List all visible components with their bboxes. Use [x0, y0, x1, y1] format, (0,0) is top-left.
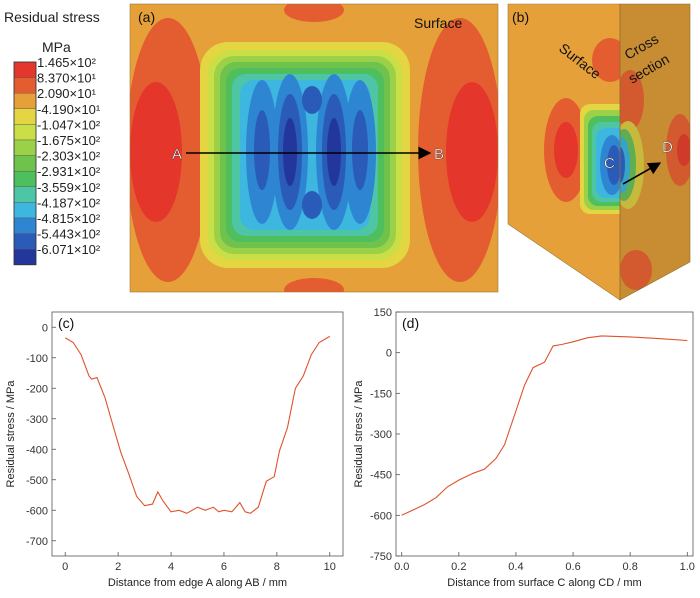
- x-tick-label: 0.6: [565, 561, 580, 573]
- series-line: [401, 335, 688, 516]
- map-a-core-5: [302, 86, 322, 114]
- x-tick-label: 0: [62, 561, 68, 573]
- legend-label: -6.071×10²: [37, 242, 101, 257]
- legend-label: 8.370×10¹: [37, 71, 97, 86]
- y-tick-label: 150: [374, 307, 392, 319]
- y-tick-label: -150: [370, 388, 392, 400]
- x-tick-label: 0.0: [394, 561, 409, 573]
- map-b-lobe-top: [592, 38, 620, 82]
- x-tick-label: 1.0: [680, 561, 695, 573]
- point-d-label: D: [662, 139, 673, 156]
- y-tick-label: 0: [42, 322, 48, 334]
- y-tick-label: -300: [370, 429, 392, 441]
- legend-label: -5.443×10²: [37, 227, 101, 242]
- map-a-lobe-right-inner: [446, 82, 498, 222]
- y-tick-label: -300: [26, 414, 48, 426]
- legend-label: 1.465×10²: [37, 55, 97, 70]
- legend-swatch: [13, 217, 37, 234]
- legend-label: -1.047×10²: [37, 117, 101, 132]
- legend-label: -2.931×10²: [37, 164, 101, 179]
- legend-swatch: [13, 61, 37, 78]
- x-tick-label: 0.8: [623, 561, 638, 573]
- legend-swatch: [13, 170, 37, 187]
- y-tick-label: -450: [370, 470, 392, 482]
- legend-unit: MPa: [42, 39, 71, 55]
- x-tick-label: 0.2: [451, 561, 466, 573]
- y-tick-label: -500: [26, 475, 48, 487]
- point-b-label: B: [434, 146, 444, 163]
- map-a-peak-1: [283, 118, 297, 186]
- x-axis-label: Distance from surface C along CD / mm: [447, 577, 641, 589]
- map-a-peak-2: [327, 118, 341, 186]
- y-tick-label: -400: [26, 444, 48, 456]
- legend-label: -3.559×10²: [37, 180, 101, 195]
- legend-label: -4.187×10²: [37, 195, 101, 210]
- legend: Residual stress MPa 1.465×10²8.370×10¹2.…: [4, 9, 101, 266]
- y-tick-label: -750: [370, 551, 392, 563]
- x-tick-label: 4: [168, 561, 174, 573]
- map-a-core-3: [254, 110, 270, 190]
- legend-swatch: [13, 186, 37, 203]
- point-a-label: A: [172, 146, 182, 163]
- y-axis-label: Residual stress / MPa: [5, 380, 17, 488]
- panel-label-b: (b): [512, 9, 529, 25]
- series-line: [64, 335, 331, 514]
- x-tick-label: 0.4: [508, 561, 523, 573]
- chart-c: 0 2 4 6 8 10 0 -100 -200 -300 -400 -500 -600 -700 (c) D…: [5, 311, 344, 589]
- y-axis-label: Residual stress / MPa: [353, 380, 365, 488]
- y-tick-label: -600: [370, 510, 392, 522]
- x-tick-label: 10: [324, 561, 336, 573]
- legend-label: -4.190×10¹: [37, 102, 101, 117]
- map-a-surface-label: Surface: [414, 15, 462, 31]
- map-b-lobe-left-inner: [554, 122, 578, 178]
- panel-label-a: (a): [138, 9, 155, 25]
- legend-swatch: [13, 124, 37, 141]
- arrow-c-to-d: [622, 162, 662, 185]
- x-axis-label: Distance from edge A along AB / mm: [108, 577, 287, 589]
- legend-swatch: [13, 139, 37, 156]
- legend-title: Residual stress: [4, 9, 100, 25]
- legend-swatch: [13, 92, 37, 109]
- map-a-core-6: [302, 191, 322, 219]
- contour-map-a: (a) Surface A B: [129, 3, 499, 293]
- legend-swatch: [13, 155, 37, 172]
- point-c-label: C: [604, 155, 615, 172]
- map-a-lobe-bottom: [284, 278, 344, 292]
- chart-d: 0.0 0.2 0.4 0.6 0.8 1.0 150 0 -150 -300 -450 -600 -7…: [353, 307, 695, 589]
- map-a-lobe-top: [284, 4, 344, 22]
- legend-label: -2.303×10²: [37, 149, 101, 164]
- legend-label: -4.815×10²: [37, 211, 101, 226]
- map-a-lobe-left-inner: [130, 82, 182, 222]
- panel-label: (d): [402, 315, 419, 331]
- panel-label: (c): [58, 315, 74, 331]
- y-tick-label: 0: [386, 348, 392, 360]
- plot-frame: [51, 311, 344, 557]
- y-tick-label: -200: [26, 383, 48, 395]
- x-tick-label: 8: [274, 561, 280, 573]
- y-tick-label: -100: [26, 353, 48, 365]
- legend-swatch: [13, 77, 37, 94]
- legend-swatch: [13, 233, 37, 250]
- y-tick-label: -700: [26, 536, 48, 548]
- x-tick-label: 2: [115, 561, 121, 573]
- legend-label: -1.675×10²: [37, 133, 101, 148]
- map-a-core-4: [352, 110, 368, 190]
- contour-map-b: (b) Surface Cross section C D: [507, 3, 691, 301]
- legend-swatch: [13, 248, 37, 265]
- plot-frame: [395, 311, 694, 557]
- legend-label: 2.090×10¹: [37, 86, 97, 101]
- y-tick-label: -600: [26, 505, 48, 517]
- legend-swatch: [13, 202, 37, 219]
- x-tick-label: 6: [221, 561, 227, 573]
- legend-swatch: [13, 108, 37, 125]
